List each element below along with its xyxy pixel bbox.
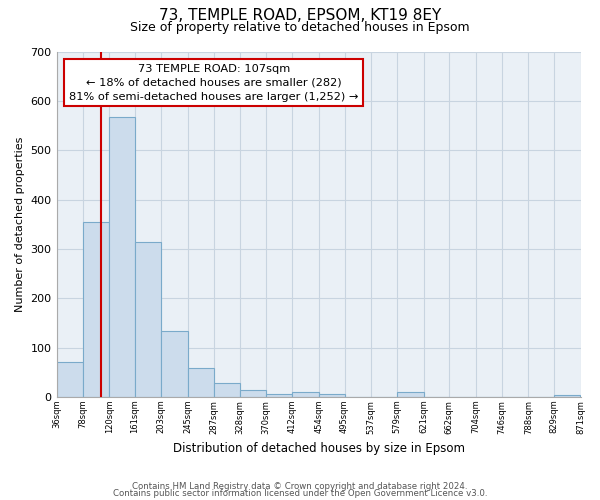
Bar bbox=[554, 396, 580, 397]
Text: 73, TEMPLE ROAD, EPSOM, KT19 8EY: 73, TEMPLE ROAD, EPSOM, KT19 8EY bbox=[159, 8, 441, 22]
Bar bbox=[188, 368, 214, 397]
Bar bbox=[109, 117, 135, 397]
Text: Size of property relative to detached houses in Epsom: Size of property relative to detached ho… bbox=[130, 21, 470, 34]
X-axis label: Distribution of detached houses by size in Epsom: Distribution of detached houses by size … bbox=[173, 442, 464, 455]
Bar bbox=[214, 383, 240, 397]
Bar bbox=[56, 362, 83, 397]
Bar bbox=[83, 222, 109, 397]
Bar bbox=[135, 242, 161, 397]
Text: Contains public sector information licensed under the Open Government Licence v3: Contains public sector information licen… bbox=[113, 490, 487, 498]
Text: 73 TEMPLE ROAD: 107sqm
← 18% of detached houses are smaller (282)
81% of semi-de: 73 TEMPLE ROAD: 107sqm ← 18% of detached… bbox=[69, 64, 358, 102]
Bar bbox=[292, 392, 319, 397]
Bar bbox=[397, 392, 424, 397]
Bar bbox=[319, 394, 344, 397]
Y-axis label: Number of detached properties: Number of detached properties bbox=[15, 136, 25, 312]
Text: Contains HM Land Registry data © Crown copyright and database right 2024.: Contains HM Land Registry data © Crown c… bbox=[132, 482, 468, 491]
Bar bbox=[161, 332, 188, 397]
Bar bbox=[266, 394, 292, 397]
Bar bbox=[240, 390, 266, 397]
